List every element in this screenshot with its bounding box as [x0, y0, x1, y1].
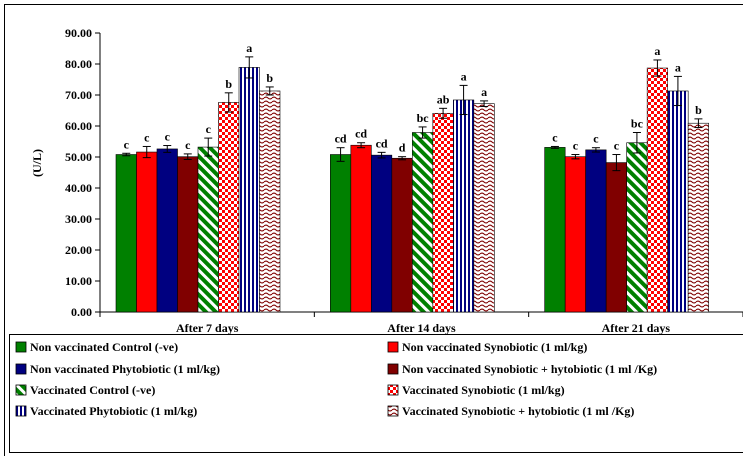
x-tick-label: After 14 days: [387, 321, 456, 335]
legend-label: Non vaccinated Control (-ve): [30, 340, 178, 354]
bar: [412, 132, 434, 313]
significance-label: ab: [437, 92, 450, 106]
significance-label: c: [124, 137, 130, 151]
legend-label: Non vaccinated Phytobiotic (1 ml/kg): [30, 362, 220, 376]
legend-label: Vaccinated Synobiotic (1 ml/kg): [402, 383, 565, 397]
y-axis-label: (U/L): [30, 149, 44, 177]
y-tick-label: 80.00: [65, 57, 92, 71]
significance-label: b: [266, 71, 273, 85]
y-tick-label: 0.00: [71, 305, 92, 319]
significance-label: a: [675, 60, 681, 74]
bar: [646, 67, 668, 313]
bar: [136, 151, 158, 313]
bar: [667, 90, 689, 313]
significance-label: cd: [355, 127, 367, 141]
significance-label: d: [399, 141, 406, 155]
y-tick-label: 70.00: [65, 88, 92, 102]
legend-label: Non vaccinated Synobiotic + hytobiotic (…: [402, 362, 657, 376]
bar: [238, 67, 260, 313]
bar: [687, 122, 709, 313]
significance-label: a: [654, 44, 660, 58]
significance-label: a: [481, 85, 487, 99]
bar: [473, 103, 495, 313]
bar: [564, 156, 586, 313]
significance-label: c: [206, 122, 212, 136]
bar: [585, 149, 607, 313]
y-tick-label: 20.00: [65, 243, 92, 257]
legend-label: Vaccinated Control (-ve): [30, 383, 155, 397]
significance-label: a: [246, 41, 252, 55]
y-tick-label: 60.00: [65, 119, 92, 133]
significance-label: bc: [417, 111, 430, 125]
significance-label: c: [185, 138, 191, 152]
significance-label: cd: [376, 136, 388, 150]
legend-box: [9, 334, 743, 453]
y-tick-label: 40.00: [65, 181, 92, 195]
bar: [391, 157, 413, 313]
legend-swatch: [387, 341, 399, 353]
y-tick-label: 30.00: [65, 212, 92, 226]
chart-frame: [4, 4, 743, 456]
significance-label: c: [614, 139, 620, 153]
bar: [350, 144, 372, 313]
significance-label: bc: [631, 117, 644, 131]
legend-swatch: [387, 363, 399, 375]
y-tick-label: 50.00: [65, 150, 92, 164]
bar: [605, 162, 627, 313]
bar: [626, 142, 648, 313]
legend-swatch: [387, 405, 399, 417]
bar: [218, 102, 240, 313]
x-tick-label: After 21 days: [602, 321, 671, 335]
bar: [156, 148, 178, 313]
bar: [177, 156, 199, 313]
legend: Non vaccinated Control (-ve) Non vaccinat…: [15, 340, 657, 418]
legend-swatch: [15, 341, 27, 353]
legend-label: Vaccinated Phytobiotic (1 ml/kg): [30, 404, 197, 418]
x-tick-label: After 7 days: [176, 321, 239, 335]
legend-swatch: [15, 363, 27, 375]
significance-label: c: [593, 132, 599, 146]
legend-swatch: [387, 384, 399, 396]
y-tick-label: 10.00: [65, 274, 92, 288]
bar: [330, 154, 352, 313]
significance-label: a: [461, 69, 467, 83]
significance-label: c: [573, 139, 579, 153]
plot-area: 0.00 10.00 20.00 30.00 40.00 50.00 60.00 70.00 8…: [65, 26, 743, 335]
significance-label: c: [144, 130, 150, 144]
bar: [197, 146, 219, 313]
significance-label: c: [552, 130, 558, 144]
bar: [115, 154, 137, 313]
significance-label: b: [225, 77, 232, 91]
bar: [371, 154, 393, 313]
significance-label: b: [695, 103, 702, 117]
bar: [544, 147, 566, 313]
legend-label: Vaccinated Synobiotic + hytobiotic (1 ml…: [402, 404, 634, 418]
bar: [432, 112, 454, 313]
y-tick-label: 90.00: [65, 26, 92, 40]
legend-swatch: [15, 405, 27, 417]
significance-label: cd: [335, 132, 347, 146]
legend-swatch: [15, 384, 27, 396]
bar: [453, 99, 475, 313]
significance-label: c: [165, 130, 171, 144]
bar: [259, 90, 281, 313]
legend-label: Non vaccinated Synobiotic (1 ml/kg): [402, 340, 587, 354]
